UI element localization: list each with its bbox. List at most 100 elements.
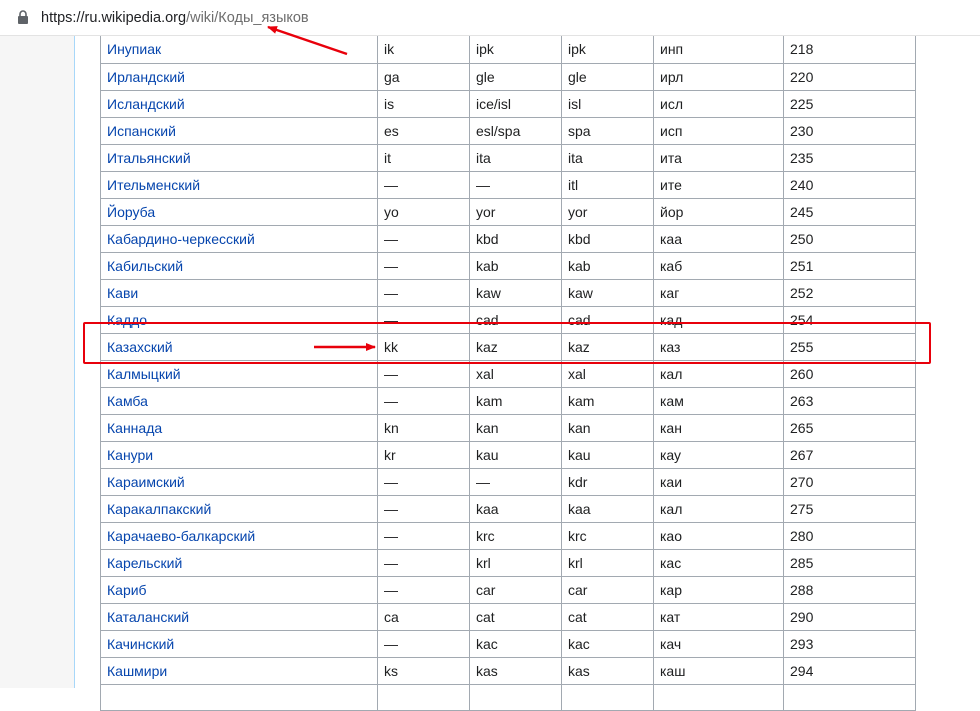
- url-text[interactable]: https://ru.wikipedia.org/wiki/Коды_языко…: [41, 9, 309, 27]
- language-link[interactable]: Кабильский: [107, 257, 184, 274]
- cell-iso3: kdr: [561, 467, 654, 496]
- language-link[interactable]: Камба: [107, 392, 148, 409]
- table-row: Кабардино-черкесский — kbd kbd каа 250: [100, 224, 916, 253]
- cell-iso3: cad: [561, 305, 654, 334]
- cell-gost-num: 293: [783, 629, 916, 658]
- cell-iso2: —: [469, 467, 562, 496]
- table-row: Карачаево-балкарский — krc krc као 280: [100, 521, 916, 550]
- cell-gost-num: 270: [783, 467, 916, 496]
- language-link[interactable]: Качинский: [107, 635, 175, 652]
- cell-gost-num: 235: [783, 143, 916, 172]
- cell-iso2: car: [469, 575, 562, 604]
- cell-iso3: spa: [561, 116, 654, 145]
- language-link[interactable]: Каддо: [107, 311, 148, 328]
- cell-gost-num: 260: [783, 359, 916, 388]
- table-row: Ительменский — — itl ите 240: [100, 170, 916, 199]
- cell-iso3: car: [561, 575, 654, 604]
- cell-iso2: kaa: [469, 494, 562, 523]
- cell-gost-alpha: каб: [653, 251, 784, 280]
- language-link[interactable]: Карачаево-балкарский: [107, 527, 256, 544]
- cell-name: Канури: [100, 440, 378, 469]
- cell-gost-alpha: исл: [653, 89, 784, 118]
- cell-name: Каракалпакский: [100, 494, 378, 523]
- browser-address-bar[interactable]: https://ru.wikipedia.org/wiki/Коды_языко…: [0, 0, 980, 36]
- cell-iso1: ks: [377, 656, 470, 685]
- language-link[interactable]: Ительменский: [107, 176, 201, 193]
- cell-gost-num: 254: [783, 305, 916, 334]
- cell-iso3: kac: [561, 629, 654, 658]
- cell-name: Калмыцкий: [100, 359, 378, 388]
- cell-gost-alpha: кач: [653, 629, 784, 658]
- cell-iso2: kan: [469, 413, 562, 442]
- language-link[interactable]: Кариб: [107, 581, 147, 598]
- cell-name: Кабильский: [100, 251, 378, 280]
- cell-gost-num: 240: [783, 170, 916, 199]
- language-link[interactable]: Йоруба: [107, 203, 156, 220]
- language-link[interactable]: Казахский: [107, 338, 173, 355]
- language-link[interactable]: Кашмири: [107, 662, 168, 679]
- cell-gost-num: 280: [783, 521, 916, 550]
- cell-gost-num: 250: [783, 224, 916, 253]
- cell-name: Кашмири: [100, 656, 378, 685]
- cell-name: Ирландский: [100, 62, 378, 91]
- cell-gost-alpha: кар: [653, 575, 784, 604]
- cell-iso2: kam: [469, 386, 562, 415]
- language-link[interactable]: Караимский: [107, 473, 185, 490]
- cell-name: Кариб: [100, 575, 378, 604]
- table-row-highlighted: Казахский kk kaz kaz каз 255: [100, 332, 916, 361]
- cell-iso3: isl: [561, 89, 654, 118]
- cell-name: Казахский: [100, 332, 378, 361]
- cell-name: Кабардино-черкесский: [100, 224, 378, 253]
- language-link[interactable]: Кави: [107, 284, 139, 301]
- language-link[interactable]: Итальянский: [107, 149, 191, 166]
- language-codes-table: Инупиак ik ipk ipk инп 218 Ирландский ga gle gle и…: [100, 36, 916, 711]
- cell-name: Качинский: [100, 629, 378, 658]
- table-row: Калмыцкий — xal xal кал 260: [100, 359, 916, 388]
- language-link[interactable]: Кабардино-черкесский: [107, 230, 255, 247]
- cell-gost-alpha: каз: [653, 332, 784, 361]
- cell-name: Йоруба: [100, 197, 378, 226]
- cell-iso1: ik: [377, 36, 470, 64]
- cell-iso1: yo: [377, 197, 470, 226]
- table-row: Караимский — — kdr каи 270: [100, 467, 916, 496]
- table-row: Канури kr kau kau кау 267: [100, 440, 916, 469]
- table-row: Карельский — krl krl кас 285: [100, 548, 916, 577]
- language-link[interactable]: Испанский: [107, 122, 176, 139]
- language-link[interactable]: Инупиак: [107, 41, 162, 58]
- language-link[interactable]: Канури: [107, 446, 154, 463]
- language-link[interactable]: Калмыцкий: [107, 365, 181, 382]
- cell-iso3: cat: [561, 602, 654, 631]
- cell-gost-alpha: ите: [653, 170, 784, 199]
- cell-gost-num: 288: [783, 575, 916, 604]
- language-link[interactable]: Карельский: [107, 554, 183, 571]
- cell-iso2: kau: [469, 440, 562, 469]
- cell-name: Камба: [100, 386, 378, 415]
- cell-name: Исландский: [100, 89, 378, 118]
- cell-iso1: —: [377, 386, 470, 415]
- cell-iso3: krc: [561, 521, 654, 550]
- table-row: Исландский is ice/isl isl исл 225: [100, 89, 916, 118]
- cell-iso1: —: [377, 467, 470, 496]
- cell-iso3: itl: [561, 170, 654, 199]
- language-link[interactable]: Каталанский: [107, 608, 190, 625]
- cell-iso1: kr: [377, 440, 470, 469]
- cell-iso3: ita: [561, 143, 654, 172]
- language-link[interactable]: Каннада: [107, 419, 163, 436]
- cell-name: Карачаево-балкарский: [100, 521, 378, 550]
- cell-gost-alpha: исп: [653, 116, 784, 145]
- language-link[interactable]: Каракалпакский: [107, 500, 212, 517]
- cell-name: Каннада: [100, 413, 378, 442]
- cell-iso1: —: [377, 521, 470, 550]
- cell-gost-alpha: инп: [653, 36, 784, 64]
- cell-iso2: xal: [469, 359, 562, 388]
- language-link[interactable]: Ирландский: [107, 68, 185, 85]
- cell-iso2: ita: [469, 143, 562, 172]
- cell-gost-num: 267: [783, 440, 916, 469]
- cell-gost-num: 230: [783, 116, 916, 145]
- cell-iso3: kbd: [561, 224, 654, 253]
- cell-gost-alpha: кад: [653, 305, 784, 334]
- cell-iso1: —: [377, 224, 470, 253]
- table-row: Кашмири ks kas kas каш 294: [100, 656, 916, 685]
- table-row: Камба — kam kam кам 263: [100, 386, 916, 415]
- language-link[interactable]: Исландский: [107, 95, 185, 112]
